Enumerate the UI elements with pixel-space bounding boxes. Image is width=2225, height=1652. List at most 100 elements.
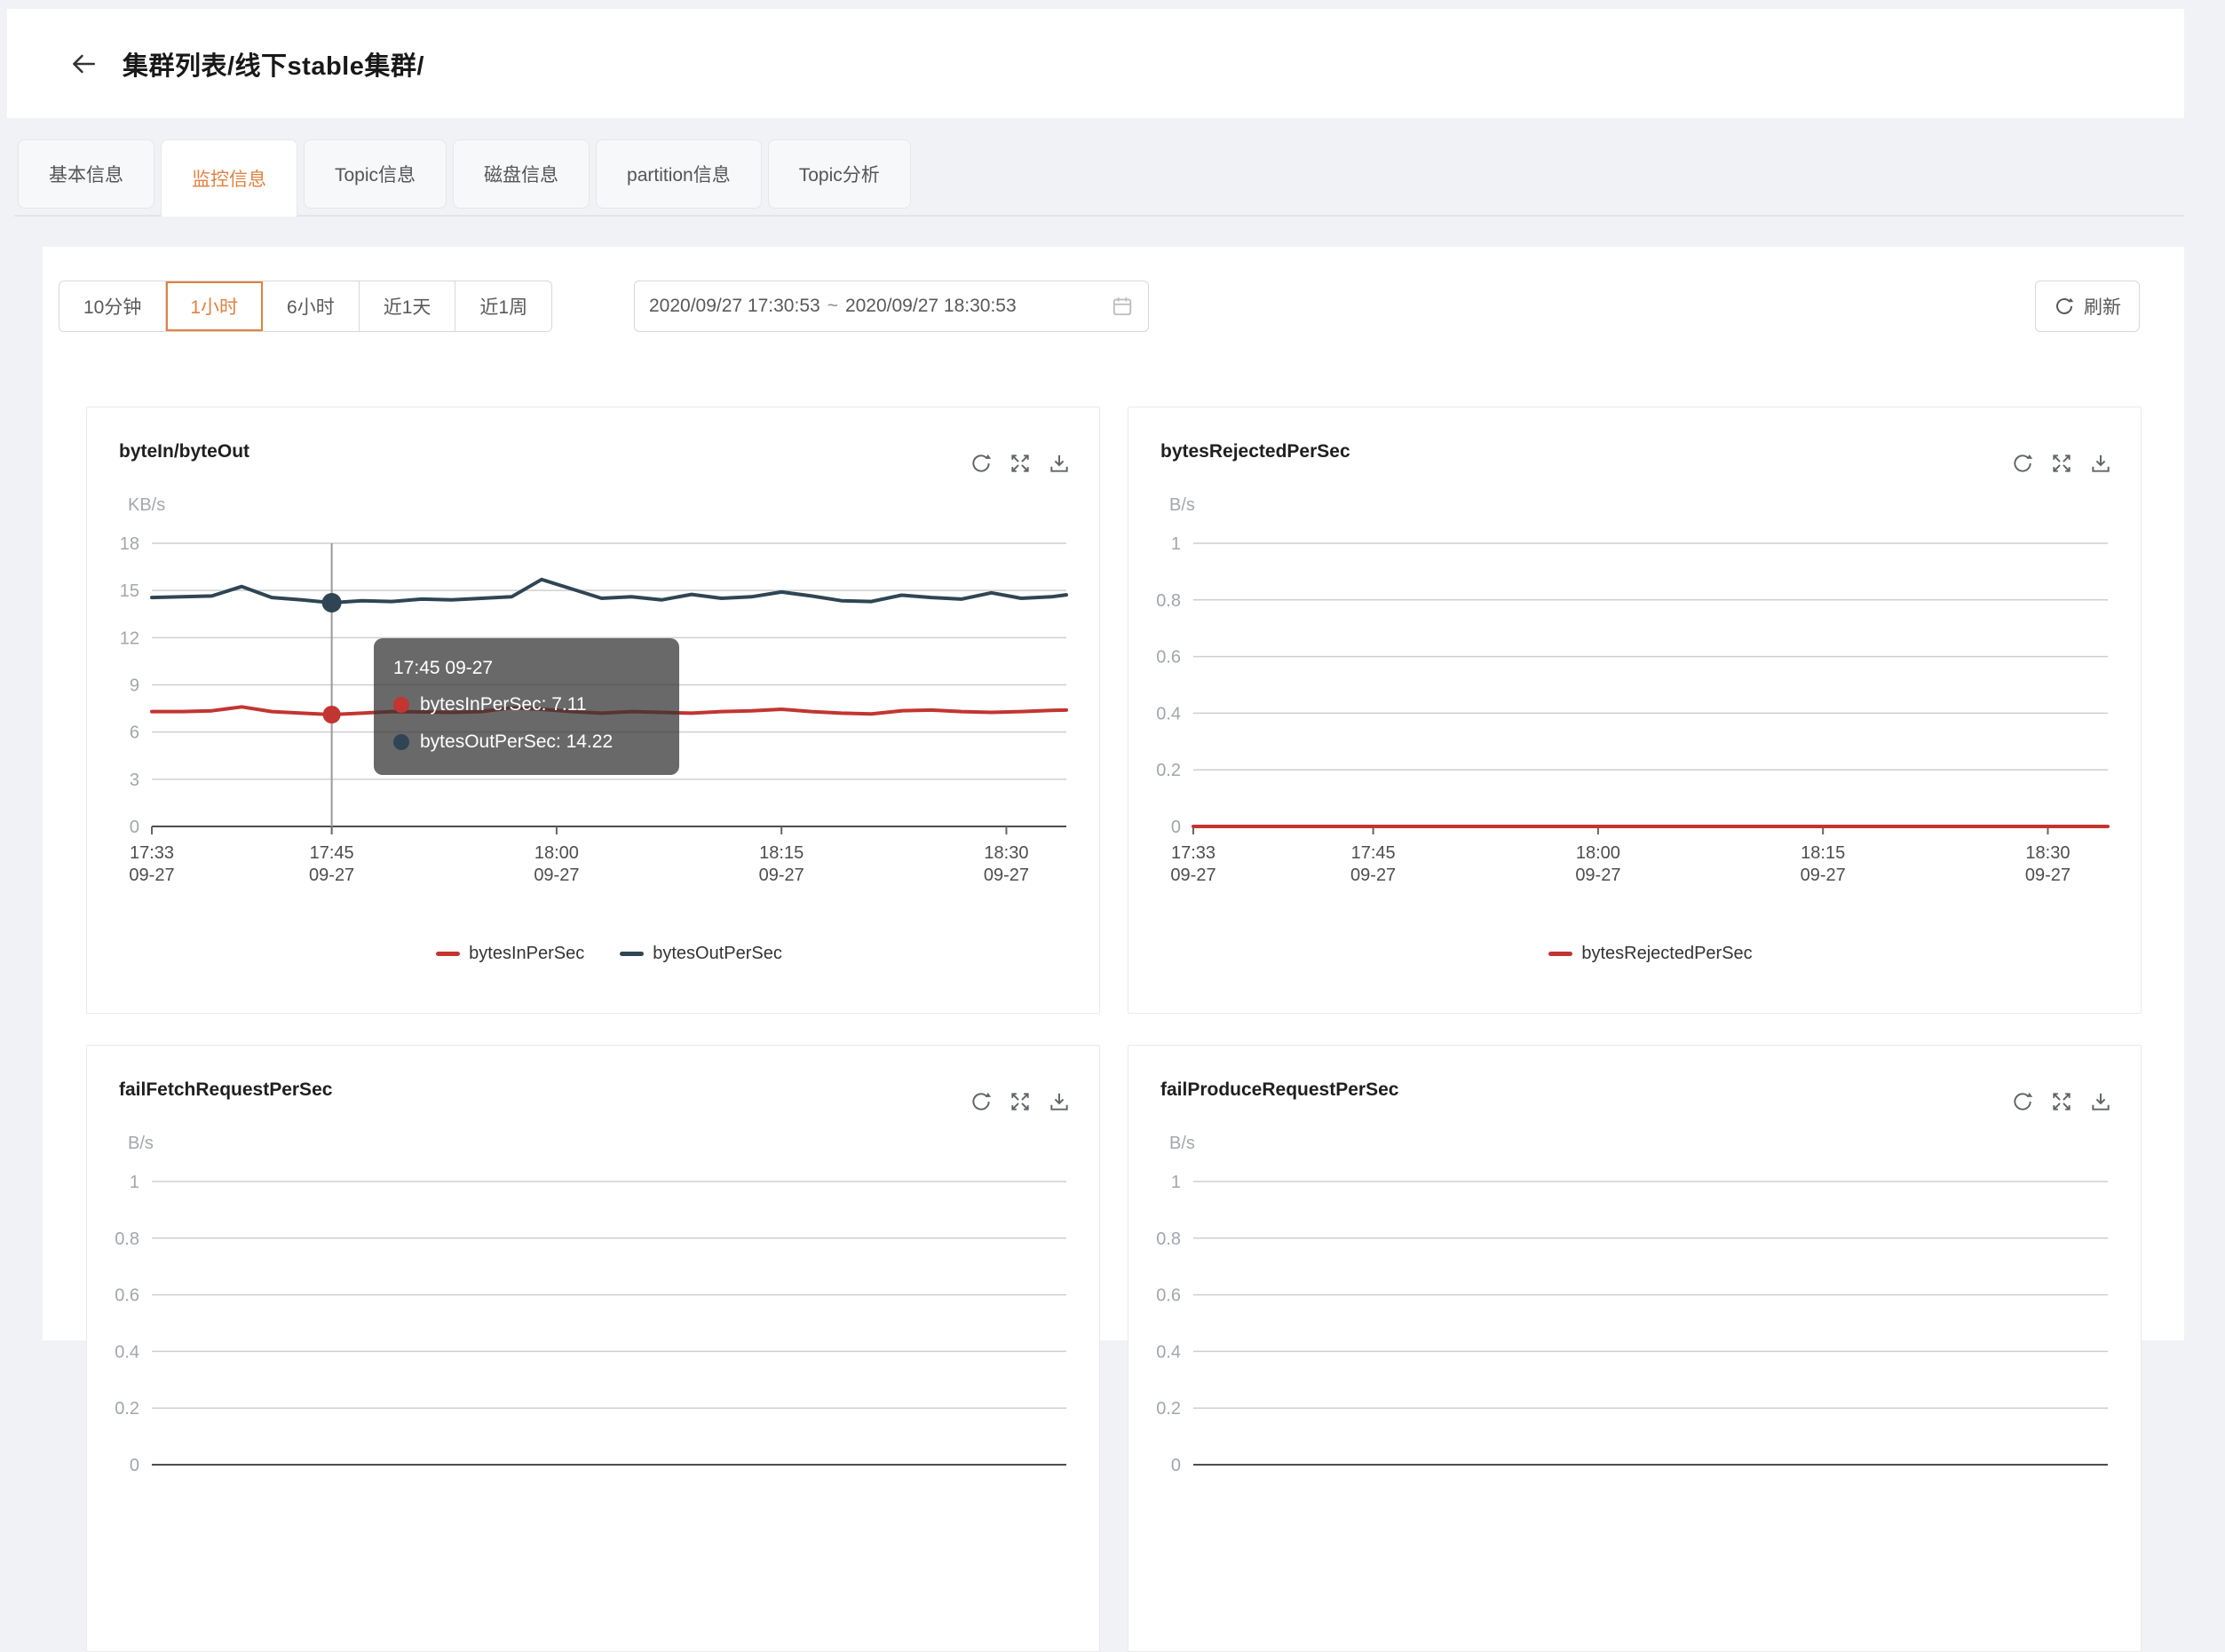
svg-text:0.8: 0.8 xyxy=(115,1229,139,1249)
chart-legend: bytesRejectedPerSec xyxy=(1193,944,2108,964)
chart-refresh-icon[interactable] xyxy=(2011,1090,2034,1113)
date-range-end: 2020/09/27 18:30:53 xyxy=(844,296,1017,316)
series-marker-dot xyxy=(393,734,409,750)
svg-text:18: 18 xyxy=(120,534,139,554)
chart-download-icon[interactable] xyxy=(2089,1090,2112,1113)
chart-legend: bytesInPerSec bytesOutPerSec xyxy=(152,944,1066,964)
range-1hour-button[interactable]: 1小时 xyxy=(166,281,264,331)
date-range-separator: ~ xyxy=(827,296,838,316)
range-6hour-button[interactable]: 6小时 xyxy=(263,281,360,331)
svg-text:09-27: 09-27 xyxy=(1170,866,1215,885)
svg-text:17:45: 17:45 xyxy=(1351,843,1396,863)
chart-fullscreen-icon[interactable] xyxy=(1009,452,1032,475)
y-axis-unit: B/s xyxy=(1169,495,1195,515)
range-1day-button[interactable]: 近1天 xyxy=(359,281,456,331)
tab-topic-info[interactable]: Topic信息 xyxy=(304,139,447,209)
tab-topic-analysis[interactable]: Topic分析 xyxy=(767,139,911,209)
svg-text:09-27: 09-27 xyxy=(1801,866,1846,885)
svg-text:0.2: 0.2 xyxy=(1156,761,1181,780)
svg-text:09-27: 09-27 xyxy=(1575,866,1620,885)
page-header: 集群列表/线下stable集群/ xyxy=(7,9,2184,118)
chart-download-icon[interactable] xyxy=(1048,452,1071,475)
series-marker-dot xyxy=(393,697,409,713)
svg-text:3: 3 xyxy=(130,771,139,790)
tab-basic-info[interactable]: 基本信息 xyxy=(18,139,154,209)
chart-fullscreen-icon[interactable] xyxy=(2050,452,2073,475)
chart-toolbar xyxy=(970,1090,1071,1113)
chart-title: failProduceRequestPerSec xyxy=(1160,1079,1399,1100)
svg-text:0.2: 0.2 xyxy=(1156,1399,1181,1419)
svg-text:09-27: 09-27 xyxy=(2025,866,2071,885)
tab-partition-info[interactable]: partition信息 xyxy=(596,139,762,209)
legend-label: bytesOutPerSec xyxy=(653,944,782,963)
svg-text:0.6: 0.6 xyxy=(1156,648,1181,668)
chart-refresh-icon[interactable] xyxy=(2011,452,2034,475)
line-chart[interactable]: 0 3 6 9 12 15 18 17:33 09-27 17:45 09-27 18:00 09-27… xyxy=(87,407,1099,1013)
svg-text:18:15: 18:15 xyxy=(1801,843,1845,863)
chart-title: byteIn/byteOut xyxy=(119,441,250,462)
tooltip-value: bytesOutPerSec: 14.22 xyxy=(420,731,614,752)
tooltip-value: bytesInPerSec: 7.11 xyxy=(420,694,587,715)
svg-text:09-27: 09-27 xyxy=(984,866,1029,885)
line-chart[interactable]: 0 0.2 0.4 0.6 0.8 1 xyxy=(87,1046,1099,1651)
chart-grid: byteIn/byteOut KB/s 0 3 6 9 12 xyxy=(86,407,2142,1652)
refresh-button[interactable]: 刷新 xyxy=(2035,281,2140,332)
svg-text:0.2: 0.2 xyxy=(115,1399,139,1419)
legend-marker xyxy=(436,952,461,956)
svg-text:09-27: 09-27 xyxy=(1350,866,1396,885)
legend-label: bytesRejectedPerSec xyxy=(1581,944,1753,963)
svg-text:12: 12 xyxy=(120,628,139,648)
svg-text:6: 6 xyxy=(130,723,139,743)
y-axis-unit: KB/s xyxy=(128,495,166,515)
chart-refresh-icon[interactable] xyxy=(970,1090,993,1113)
legend-marker xyxy=(620,952,645,956)
svg-text:09-27: 09-27 xyxy=(129,866,174,885)
back-button[interactable] xyxy=(64,44,103,83)
svg-text:0.6: 0.6 xyxy=(115,1286,139,1306)
svg-text:0.4: 0.4 xyxy=(1156,1342,1181,1362)
chart-title: failFetchRequestPerSec xyxy=(119,1079,333,1100)
breadcrumb: 集群列表/线下stable集群/ xyxy=(123,51,424,81)
chart-download-icon[interactable] xyxy=(2089,452,2112,475)
chart-toolbar xyxy=(970,452,1071,475)
legend-item[interactable]: bytesRejectedPerSec xyxy=(1548,944,1753,964)
svg-text:09-27: 09-27 xyxy=(759,866,804,885)
legend-marker xyxy=(1548,952,1573,956)
svg-text:0.4: 0.4 xyxy=(115,1342,139,1362)
legend-item[interactable]: bytesInPerSec xyxy=(436,944,584,964)
svg-text:18:30: 18:30 xyxy=(984,843,1028,863)
time-range-group: 10分钟 1小时 6小时 近1天 近1周 xyxy=(59,281,553,332)
svg-text:0: 0 xyxy=(1171,818,1181,837)
y-axis-unit: B/s xyxy=(1169,1134,1195,1153)
line-chart[interactable]: 0 0.2 0.4 0.6 0.8 1 xyxy=(1128,1046,2141,1651)
tab-disk-info[interactable]: 磁盘信息 xyxy=(453,139,590,209)
line-chart[interactable]: 0 0.2 0.4 0.6 0.8 1 17:33 09-27 17:45 09-27 18:00 0… xyxy=(1128,407,2141,1013)
refresh-icon xyxy=(2056,297,2074,314)
svg-text:17:45: 17:45 xyxy=(310,843,354,863)
svg-text:18:00: 18:00 xyxy=(534,843,579,863)
legend-item[interactable]: bytesOutPerSec xyxy=(620,944,782,964)
chart-fullscreen-icon[interactable] xyxy=(2050,1090,2073,1113)
range-10min-button[interactable]: 10分钟 xyxy=(59,281,167,331)
tooltip-time: 17:45 09-27 xyxy=(393,658,494,678)
svg-text:15: 15 xyxy=(120,581,139,601)
chart-refresh-icon[interactable] xyxy=(970,452,993,475)
svg-text:0: 0 xyxy=(130,818,139,837)
tab-monitor-info[interactable]: 监控信息 xyxy=(161,139,297,217)
range-1week-button[interactable]: 近1周 xyxy=(455,281,552,331)
arrow-left-icon xyxy=(73,54,95,73)
chart-tooltip: 17:45 09-27 bytesInPerSec: 7.11 bytesOut… xyxy=(374,638,679,775)
svg-text:18:15: 18:15 xyxy=(759,843,804,863)
date-range-picker[interactable]: 2020/09/27 17:30:53 ~ 2020/09/27 18:30:5… xyxy=(634,281,1149,332)
chart-fullscreen-icon[interactable] xyxy=(1009,1090,1032,1113)
chart-card-fail-fetch: failFetchRequestPerSec B/s xyxy=(86,1045,1100,1652)
chart-toolbar xyxy=(2011,1090,2112,1113)
svg-text:09-27: 09-27 xyxy=(309,866,354,885)
svg-text:18:00: 18:00 xyxy=(1576,843,1620,863)
svg-text:0: 0 xyxy=(1171,1456,1181,1475)
chart-download-icon[interactable] xyxy=(1048,1090,1071,1113)
svg-text:0.8: 0.8 xyxy=(1156,1229,1181,1249)
svg-text:17:33: 17:33 xyxy=(1171,843,1215,863)
chart-card-bytein-byteout: byteIn/byteOut KB/s 0 3 6 9 12 xyxy=(86,407,1100,1014)
